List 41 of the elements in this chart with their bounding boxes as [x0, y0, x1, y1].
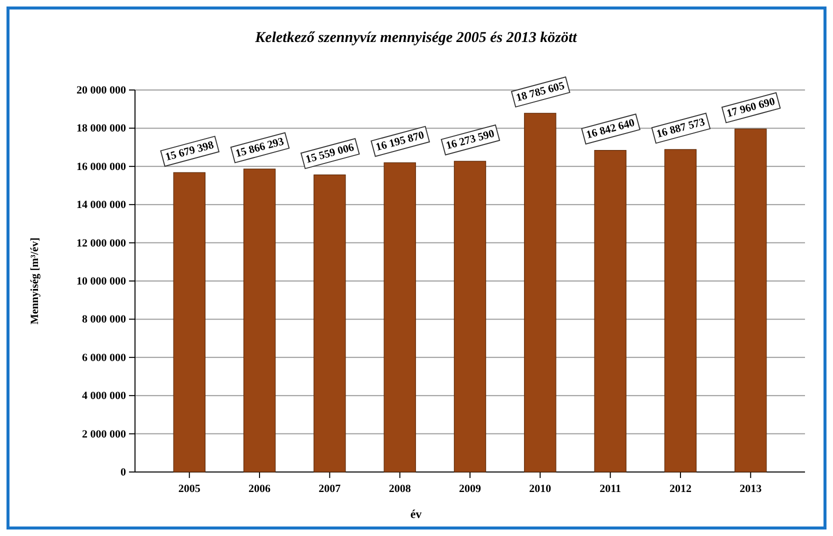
bar [524, 112, 556, 472]
data-label: 16 842 640 [585, 116, 636, 142]
y-tick-label: 20 000 000 [76, 84, 126, 97]
bar [594, 150, 626, 472]
bar [454, 160, 486, 472]
y-tick-label: 6 000 000 [82, 352, 126, 364]
y-tick-label: 8 000 000 [82, 314, 126, 326]
bar [314, 174, 346, 472]
x-tick-label: 2010 [529, 483, 552, 495]
x-tick-label: 2013 [740, 483, 762, 495]
x-tick-label: 2009 [459, 483, 482, 495]
y-tick-label: 0 [120, 466, 126, 479]
chart-title: Keletkező szennyvíz mennyisége 2005 és 2013 között [254, 30, 578, 46]
y-tick-label: 12 000 000 [76, 237, 126, 250]
bar [734, 128, 767, 472]
y-tick-label: 14 000 000 [76, 199, 126, 212]
y-tick-label: 18 000 000 [76, 122, 126, 135]
bar [384, 162, 416, 472]
y-tick-label: 16 000 000 [76, 160, 126, 173]
x-axis-title: év [410, 507, 422, 521]
x-tick-label: 2008 [388, 483, 412, 495]
data-label: 18 785 605 [514, 80, 566, 104]
x-tick-label: 2012 [669, 483, 692, 495]
x-tick-label: 2006 [248, 483, 272, 495]
y-tick-label: 2 000 000 [82, 428, 126, 440]
y-tick-label: 4 000 000 [82, 390, 126, 402]
bar [173, 172, 206, 472]
x-tick-label: 2007 [318, 483, 342, 495]
x-tick-label: 2005 [178, 483, 201, 495]
data-label: 16 887 573 [655, 116, 707, 140]
x-tick-label: 2011 [600, 483, 622, 495]
data-label: 16 195 870 [374, 129, 426, 154]
data-label: 16 273 590 [444, 128, 496, 152]
y-axis-title: Mennyiség [m³/év] [29, 238, 41, 324]
data-label: 17 960 690 [725, 95, 777, 120]
data-label: 15 866 293 [234, 135, 286, 160]
bar [243, 168, 276, 472]
y-tick-label: 10 000 000 [76, 276, 126, 288]
bar [664, 149, 697, 472]
data-label: 15 559 006 [304, 141, 356, 166]
data-label: 15 679 398 [164, 139, 216, 164]
